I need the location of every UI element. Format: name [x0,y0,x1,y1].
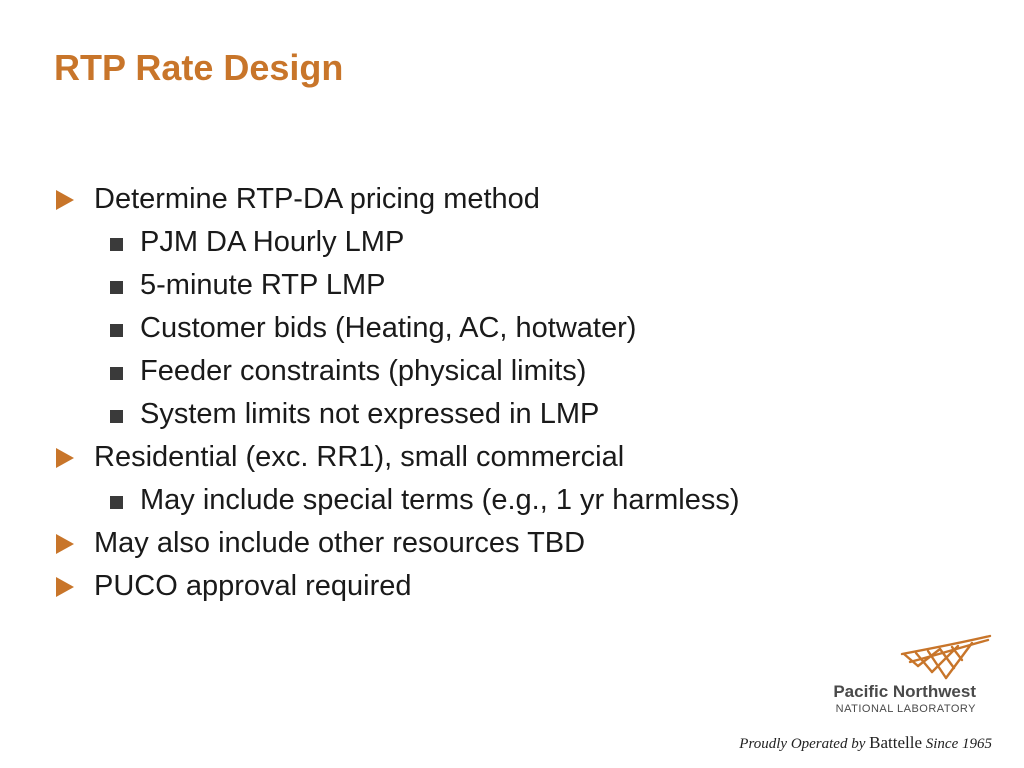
slide-title: RTP Rate Design [54,47,344,88]
bullet-text: Determine RTP-DA pricing method [94,183,540,215]
bullet-text: Residential (exc. RR1), small commercial [94,441,625,473]
triangle-bullet-icon [56,448,74,468]
triangle-bullet-icon [56,577,74,597]
sub-bullet-item: May include special terms (e.g., 1 yr ha… [54,479,954,522]
sub-bullet-item: Customer bids (Heating, AC, hotwater) [54,307,954,350]
square-bullet-icon [110,496,123,509]
sub-bullet-text: Feeder constraints (physical limits) [140,355,587,387]
sub-bullet-item: Feeder constraints (physical limits) [54,350,954,393]
sub-bullet-item: 5-minute RTP LMP [54,264,954,307]
footer-brand: Battelle [869,733,923,752]
square-bullet-icon [110,281,123,294]
pnnl-logo: Pacific Northwest NATIONAL LABORATORY [800,632,1000,722]
sub-bullet-item: PJM DA Hourly LMP [54,221,954,264]
bullet-item: Determine RTP-DA pricing method [54,178,954,221]
triangle-bullet-icon [56,190,74,210]
sub-bullet-text: System limits not expressed in LMP [140,398,600,430]
square-bullet-icon [110,238,123,251]
bullet-item: PUCO approval required [54,565,954,608]
bullet-text: PUCO approval required [94,570,412,602]
logo-name: Pacific Northwest [833,682,976,701]
footer-tagline: Proudly Operated by Battelle Since 1965 [739,733,992,753]
sub-bullet-text: May include special terms (e.g., 1 yr ha… [140,484,740,516]
bullet-item: May also include other resources TBD [54,522,954,565]
sub-bullet-text: 5-minute RTP LMP [140,269,386,301]
square-bullet-icon [110,324,123,337]
sub-bullet-text: PJM DA Hourly LMP [140,226,405,258]
pnnl-logo-mark-icon [900,634,992,680]
bullet-list: Determine RTP-DA pricing method PJM DA H… [54,178,954,608]
sub-bullet-item: System limits not expressed in LMP [54,393,954,436]
footer-prefix: Proudly Operated by [739,736,866,752]
square-bullet-icon [110,410,123,423]
triangle-bullet-icon [56,534,74,554]
sub-bullet-text: Customer bids (Heating, AC, hotwater) [140,312,637,344]
footer-suffix: Since 1965 [925,736,992,752]
bullet-item: Residential (exc. RR1), small commercial [54,436,954,479]
bullet-text: May also include other resources TBD [94,527,586,559]
logo-subtitle: NATIONAL LABORATORY [835,703,976,715]
square-bullet-icon [110,367,123,380]
